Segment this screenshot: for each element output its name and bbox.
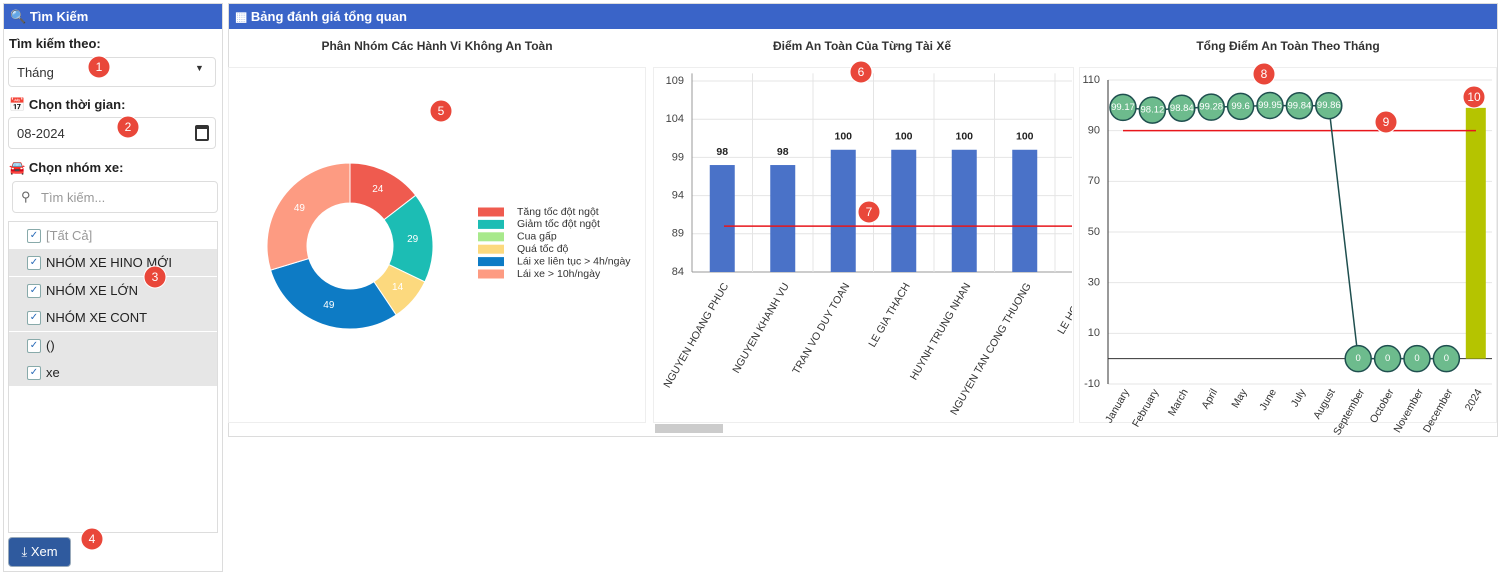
- checkbox: ✓: [27, 338, 41, 353]
- group-name: [Tất Cả]: [46, 228, 93, 243]
- group-item[interactable]: ✓ xe: [9, 359, 217, 386]
- group-name: (): [46, 337, 55, 353]
- group-search-placeholder: Tìm kiếm...: [41, 190, 106, 205]
- search-by-select[interactable]: Tháng ▼: [8, 57, 216, 87]
- time-label: 📅 Chọn thời gian:: [9, 97, 126, 112]
- checkbox: ✓: [27, 311, 41, 326]
- calendar-icon: [195, 125, 209, 141]
- checkbox: ✓: [27, 366, 41, 380]
- group-name: NHÓM XE CONT: [46, 310, 148, 326]
- overview-header: ▦ Bảng đánh giá tổng quan: [229, 4, 1497, 29]
- checkbox: ✓: [27, 229, 41, 243]
- group-list: ✓ [Tất Cả] ✓ NHÓM XE HINO MỚI ✓ NHÓM XE LỚN ✓ N…: [8, 221, 218, 533]
- search-title: Tìm Kiếm: [29, 9, 89, 24]
- search-by-label: Tìm kiếm theo:: [9, 36, 101, 51]
- group-label-text: Chọn nhóm xe:: [28, 160, 124, 175]
- checkbox: ✓: [27, 283, 41, 298]
- time-label-text: Chọn thời gian:: [28, 97, 126, 112]
- select-value: Tháng: [17, 65, 54, 80]
- group-name: NHÓM XE HINO MỚI: [46, 255, 172, 271]
- view-button[interactable]: ⤓ Xem: [9, 538, 70, 566]
- combo-card: [1079, 67, 1497, 423]
- group-item[interactable]: ✓ (): [9, 331, 217, 359]
- pie-card: [228, 67, 646, 423]
- group-item[interactable]: ✓ [Tất Cả]: [9, 222, 217, 249]
- caret: ▼: [195, 63, 204, 73]
- group-label: 🚘 Chọn nhóm xe:: [9, 160, 124, 175]
- group-item[interactable]: ✓ NHÓM XE CONT: [9, 304, 217, 332]
- overview-title: Bảng đánh giá tổng quan: [250, 9, 407, 24]
- group-search[interactable]: ⚲ Tìm kiếm...: [12, 181, 218, 213]
- search-header: 🔍 Tìm Kiếm: [4, 4, 222, 29]
- view-button-text: Xem: [30, 544, 58, 559]
- bar-card: [653, 67, 1074, 423]
- time-input[interactable]: 08-2024: [8, 117, 216, 149]
- checkbox: ✓: [27, 256, 41, 271]
- time-value: 08-2024: [17, 126, 65, 141]
- group-name: NHÓM XE LỚN: [46, 282, 139, 298]
- group-item[interactable]: ✓ NHÓM XE HINO MỚI: [9, 249, 217, 277]
- group-name: xe: [46, 365, 60, 380]
- search-icon: ⚲: [21, 189, 31, 204]
- group-item[interactable]: ✓ NHÓM XE LỚN: [9, 276, 217, 304]
- scrollbar[interactable]: [655, 424, 723, 433]
